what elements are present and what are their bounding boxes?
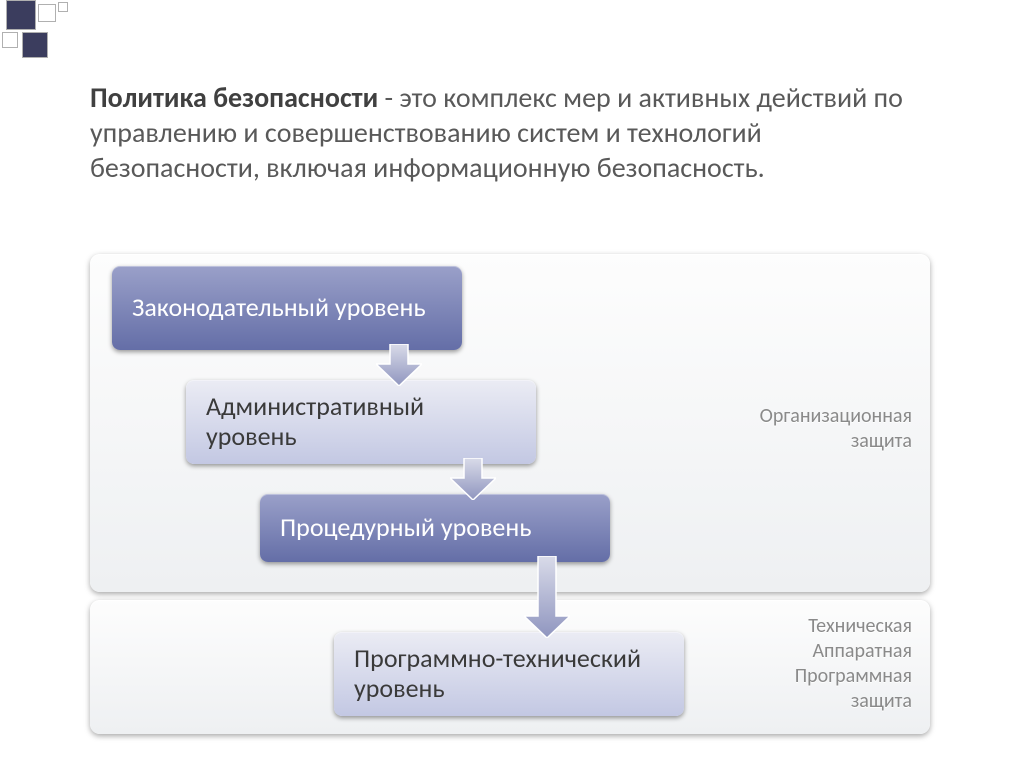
side-label-technical: ТехническаяАппаратнаяПрограммнаязащита — [712, 614, 912, 714]
title-bold: Политика безопасности — [90, 80, 378, 115]
level-box-1: Законодательный уровень — [112, 266, 462, 350]
level-label: Программно-технический уровень — [354, 644, 664, 704]
corner-decoration — [0, 0, 90, 60]
down-arrow-icon — [450, 458, 496, 500]
side-label-line: защита — [682, 429, 912, 454]
level-label: Законодательный уровень — [132, 293, 426, 323]
deco-square — [6, 0, 36, 30]
deco-square — [2, 32, 18, 48]
level-box-2: Административный уровень — [186, 380, 536, 464]
title-text: Политика безопасности - это комплекс мер… — [90, 80, 930, 185]
side-label-organizational: Организационнаязащита — [682, 404, 912, 454]
side-label-line: защита — [712, 689, 912, 714]
deco-square — [22, 32, 48, 58]
side-label-line: Организационная — [682, 404, 912, 429]
level-label: Процедурный уровень — [280, 513, 531, 543]
side-label-line: Аппаратная — [712, 639, 912, 664]
levels-diagram: Законодательный уровень Административный … — [90, 254, 930, 744]
level-box-3: Процедурный уровень — [260, 494, 610, 562]
side-label-line: Программная — [712, 664, 912, 689]
level-label: Административный уровень — [206, 392, 516, 452]
level-box-4: Программно-технический уровень — [334, 632, 684, 716]
deco-square — [58, 2, 68, 12]
deco-square — [38, 4, 56, 22]
down-arrow-icon — [524, 556, 570, 638]
down-arrow-icon — [376, 344, 422, 386]
side-label-line: Техническая — [712, 614, 912, 639]
